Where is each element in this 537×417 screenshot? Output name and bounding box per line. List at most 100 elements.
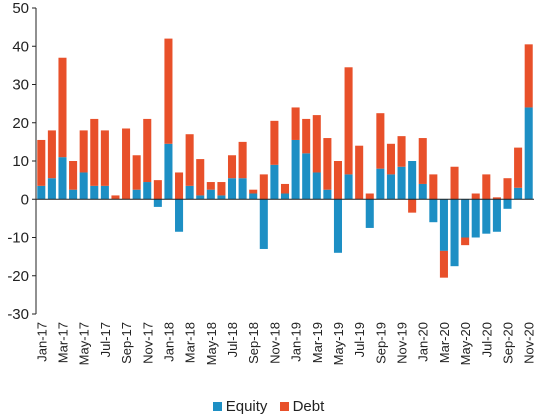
y-tick-label: 40 — [12, 38, 29, 55]
bar-equity-oct-20 — [514, 187, 523, 200]
bar-equity-dec-18 — [280, 193, 290, 200]
x-tick-label: Mar-19 — [310, 322, 325, 363]
bar-equity-dec-17 — [153, 199, 162, 207]
bar-debt-jun-17 — [90, 118, 99, 186]
bar-debt-apr-17 — [69, 161, 78, 190]
x-axis: Jan-17 Mar-17 May-17 Jul-17 Sep-17 Nov-17 Jan-… — [34, 322, 536, 365]
bar-debt-jan-18 — [164, 38, 173, 144]
x-tick-label: Sep-19 — [373, 322, 388, 364]
x-tick-label: Jul-20 — [479, 322, 494, 357]
bar-debt-feb-17 — [47, 130, 56, 179]
bar-equity-aug-18 — [238, 178, 247, 200]
bar-debt-mar-18 — [185, 134, 194, 186]
y-tick-label: -10 — [7, 230, 29, 247]
bar-equity-jul-20 — [482, 199, 491, 234]
bar-debt-oct-19 — [386, 143, 395, 175]
x-tick-label: Sep-18 — [246, 322, 261, 364]
bar-equity-jan-18 — [164, 143, 173, 200]
bar-equity-sep-20 — [503, 199, 512, 209]
bar-debt-nov-20 — [524, 44, 533, 108]
bar-equity-apr-19 — [323, 189, 332, 200]
bar-equity-apr-18 — [196, 195, 205, 200]
bar-equity-feb-19 — [302, 153, 311, 200]
x-tick-label: Nov-19 — [395, 322, 410, 364]
bar-debt-oct-17 — [132, 155, 141, 190]
legend-swatch-debt — [279, 402, 289, 411]
bar-debt-may-17 — [79, 130, 88, 173]
x-tick-label: May-17 — [77, 322, 92, 365]
bar-debt-jul-20 — [482, 174, 491, 200]
x-tick-label: May-19 — [331, 322, 346, 365]
bar-debt-may-18 — [206, 182, 215, 190]
x-tick-label: Nov-20 — [522, 322, 537, 364]
bar-equity-nov-20 — [524, 107, 533, 200]
bar-debt-sep-19 — [376, 113, 385, 169]
x-tick-label: Mar-17 — [55, 322, 70, 363]
bar-debt-feb-19 — [302, 118, 311, 154]
bar-equity-may-19 — [333, 199, 342, 253]
bar-debt-aug-20 — [492, 197, 501, 200]
bar-debt-mar-19 — [312, 115, 321, 173]
bar-equity-may-17 — [79, 172, 88, 200]
bar-equity-sep-18 — [249, 193, 258, 200]
bar-equity-nov-18 — [270, 164, 279, 200]
bar-equity-may-18 — [206, 189, 215, 200]
bar-equity-jul-17 — [100, 185, 109, 200]
bar-debt-dec-19 — [408, 199, 417, 213]
bar-equity-jun-17 — [90, 185, 99, 200]
x-tick-label: May-18 — [204, 322, 219, 365]
bar-debt-jan-17 — [37, 139, 46, 186]
bars — [37, 38, 533, 278]
bar-equity-oct-19 — [386, 174, 395, 200]
bar-equity-nov-17 — [143, 182, 152, 200]
bar-equity-jan-19 — [291, 139, 300, 200]
x-tick-label: Mar-20 — [437, 322, 452, 363]
bar-debt-nov-19 — [397, 136, 406, 167]
bar-equity-feb-17 — [47, 178, 56, 200]
y-tick-label: -20 — [7, 268, 29, 285]
x-tick-label: Nov-18 — [267, 322, 282, 364]
y-tick-label: -30 — [7, 306, 29, 323]
bar-equity-jun-19 — [344, 174, 353, 200]
bar-equity-dec-19 — [408, 161, 417, 200]
legend-label-debt: Debt — [292, 398, 325, 415]
y-axis: -30 -20 -10 0 10 20 30 40 50 — [7, 0, 37, 323]
y-tick-label: 50 — [12, 0, 29, 17]
bar-debt-aug-18 — [238, 141, 247, 179]
bar-debt-jul-17 — [100, 130, 109, 186]
x-tick-label: Jan-18 — [161, 322, 176, 362]
x-tick-label: Mar-18 — [183, 322, 198, 363]
bar-debt-mar-17 — [58, 57, 67, 158]
bar-equity-jul-18 — [227, 178, 237, 200]
bar-equity-jun-18 — [217, 195, 226, 200]
bar-debt-jun-18 — [217, 182, 226, 196]
bar-debt-dec-18 — [280, 183, 290, 194]
legend-label-equity: Equity — [225, 398, 268, 415]
bar-debt-mar-20 — [439, 250, 448, 278]
bar-equity-sep-19 — [376, 168, 385, 200]
bar-equity-jan-17 — [37, 185, 46, 200]
x-tick-label: Jan-19 — [289, 322, 304, 362]
bar-debt-feb-20 — [429, 174, 438, 200]
x-tick-label: Jul-19 — [352, 322, 367, 357]
bar-equity-apr-20 — [450, 199, 459, 267]
bar-debt-dec-17 — [153, 180, 162, 200]
bar-debt-nov-18 — [270, 120, 279, 165]
y-tick-label: 10 — [12, 153, 29, 170]
bar-debt-sep-18 — [249, 189, 258, 194]
bar-debt-apr-19 — [323, 138, 332, 190]
bar-equity-mar-17 — [58, 157, 67, 200]
bar-debt-oct-20 — [514, 147, 523, 188]
x-tick-label: Sep-17 — [119, 322, 134, 364]
bar-equity-mar-20 — [439, 199, 448, 251]
bar-debt-aug-17 — [111, 195, 120, 200]
bar-debt-feb-18 — [175, 172, 184, 200]
bar-debt-jun-20 — [471, 193, 480, 200]
bar-debt-jan-19 — [291, 107, 300, 140]
bar-equity-aug-20 — [492, 199, 501, 232]
bar-equity-feb-20 — [429, 199, 438, 223]
bar-debt-jul-18 — [227, 155, 237, 179]
bar-debt-aug-19 — [365, 193, 374, 200]
bar-debt-nov-17 — [143, 118, 152, 183]
